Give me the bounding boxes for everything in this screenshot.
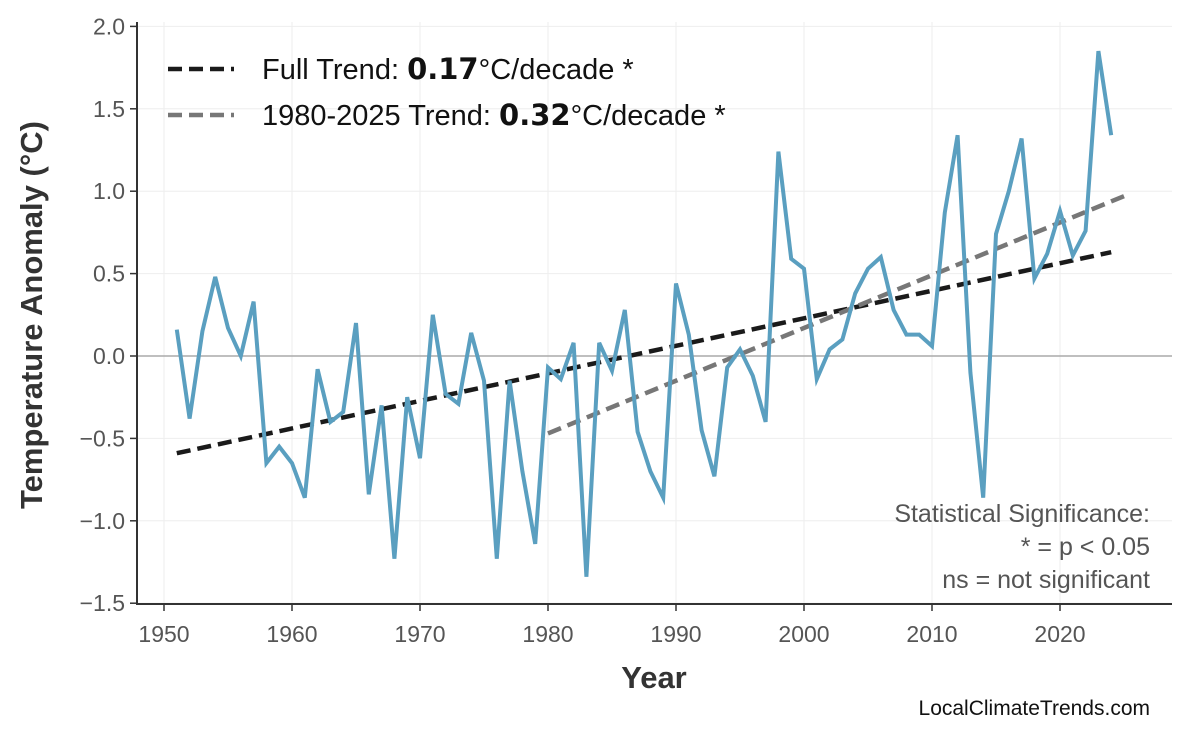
- y-axis-label: Temperature Anomaly (°C): [14, 121, 49, 509]
- legend-full-trend-suffix: °C/decade *: [479, 54, 634, 86]
- legend-recent-trend-suffix: °C/decade *: [571, 100, 726, 132]
- x-tick-label: 1970: [394, 621, 445, 647]
- trend-lines: [176, 194, 1125, 456]
- ticks: 1950 1960 1970 1980 1990 2000 2010 2020 −1.5 −1.0…: [80, 13, 1086, 647]
- legend-recent-trend-label: 1980-2025 Trend: 0.32°C/decade *: [262, 98, 726, 132]
- legend-full-trend-label: Full Trend: 0.17°C/decade *: [262, 52, 634, 86]
- y-tick-label: −1.0: [80, 508, 125, 534]
- y-tick-label: −0.5: [80, 425, 125, 451]
- legend-full-trend-value: 0.17: [407, 52, 479, 86]
- x-tick-label: 2020: [1034, 621, 1085, 647]
- y-tick-label: 1.5: [93, 96, 125, 122]
- series: [174, 50, 1114, 577]
- x-tick-label: 1980: [522, 621, 573, 647]
- x-tick-label: 2010: [906, 621, 957, 647]
- x-tick-label: 1950: [138, 621, 189, 647]
- y-tick-label: 0.0: [93, 343, 125, 369]
- y-tick-label: 2.0: [93, 13, 125, 39]
- legend: Full Trend: 0.17°C/decade * 1980-2025 Tr…: [168, 52, 726, 132]
- x-tick-label: 1990: [650, 621, 701, 647]
- site-credit: LocalClimateTrends.com: [919, 697, 1150, 720]
- axes: [136, 22, 1172, 605]
- anomaly-line: [174, 50, 1114, 577]
- x-axis-label: Year: [621, 660, 687, 695]
- legend-full-trend-prefix: Full Trend:: [262, 54, 407, 86]
- significance-title: Statistical Significance:: [894, 500, 1150, 528]
- legend-recent-trend-prefix: 1980-2025 Trend:: [262, 100, 499, 132]
- significance-star: * = p < 0.05: [1021, 533, 1150, 561]
- x-tick-label: 2000: [778, 621, 829, 647]
- x-tick-label: 1960: [266, 621, 317, 647]
- y-tick-label: 1.0: [93, 178, 125, 204]
- y-tick-label: 0.5: [93, 261, 125, 287]
- y-tick-label: −1.5: [80, 590, 125, 616]
- legend-recent-trend-value: 0.32: [499, 98, 571, 132]
- significance-ns: ns = not significant: [942, 566, 1150, 594]
